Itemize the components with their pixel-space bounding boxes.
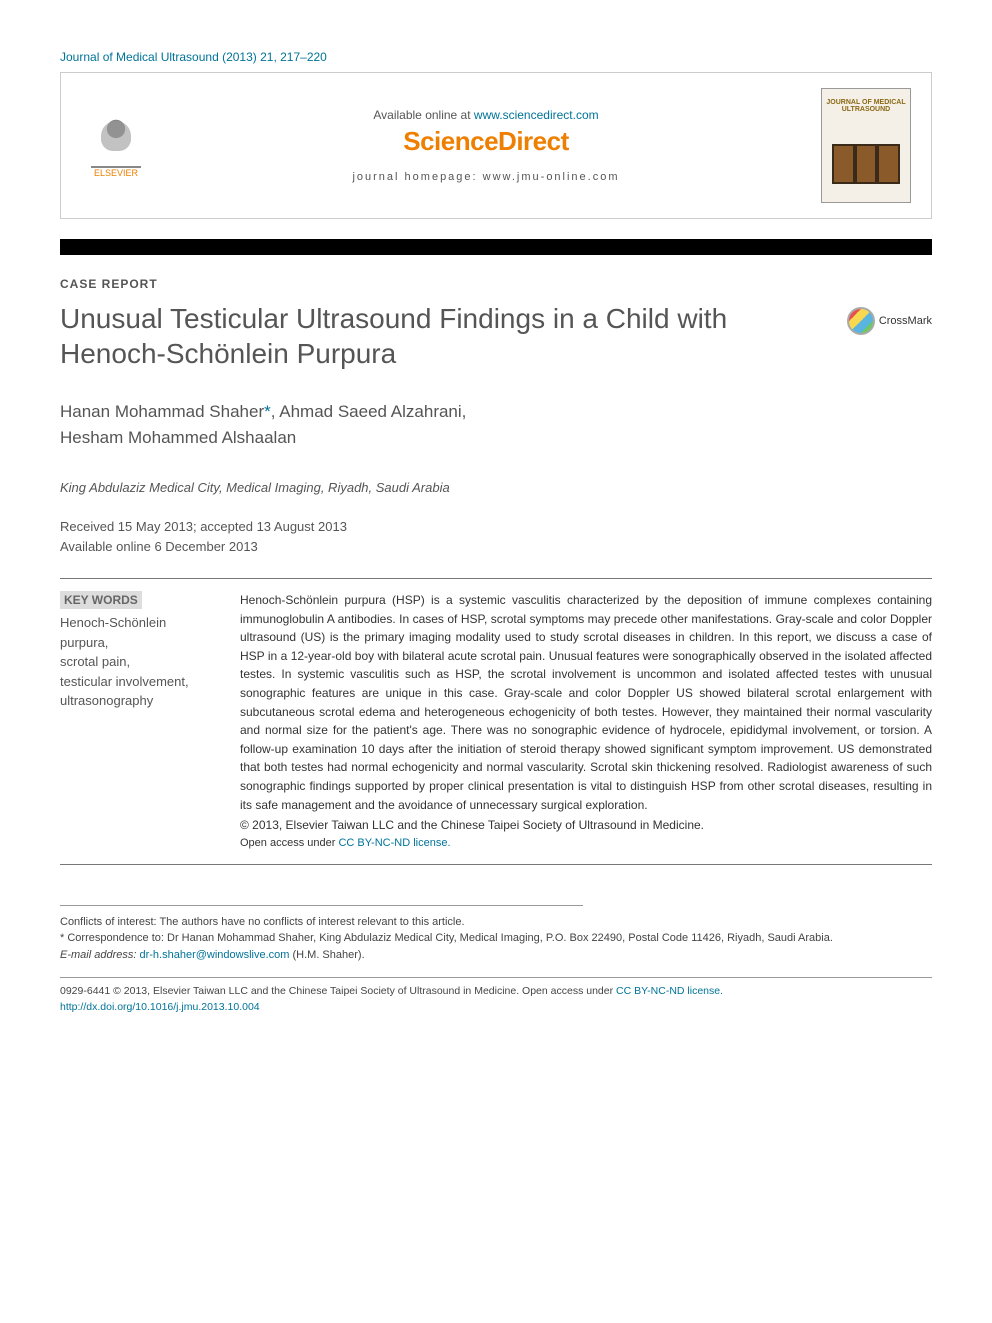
doi-link[interactable]: http://dx.doi.org/10.1016/j.jmu.2013.10.… (60, 1001, 260, 1013)
issn-license-prefix: Open access under (522, 985, 616, 997)
received-accepted: Received 15 May 2013; accepted 13 August… (60, 519, 347, 534)
sciencedirect-link[interactable]: www.sciencedirect.com (474, 108, 599, 122)
abstract-column: Henoch-Schönlein purpura (HSP) is a syst… (240, 591, 932, 852)
available-online-date: Available online 6 December 2013 (60, 539, 258, 554)
author-3: Hesham Mohammed Alshaalan (60, 428, 296, 447)
keywords-label: KEY WORDS (60, 591, 142, 609)
header-center: Available online at www.sciencedirect.co… (171, 108, 801, 183)
journal-reference: Journal of Medical Ultrasound (2013) 21,… (60, 50, 932, 64)
article-dates: Received 15 May 2013; accepted 13 August… (60, 517, 932, 556)
keywords-column: KEY WORDS Henoch-Schönlein purpura, scro… (60, 591, 210, 852)
authors: Hanan Mohammad Shaher*, Ahmad Saeed Alza… (60, 399, 932, 450)
author-1: Hanan Mohammad Shaher (60, 402, 264, 421)
elsevier-label: ELSEVIER (94, 168, 138, 178)
email-label: E-mail address: (60, 949, 139, 961)
keywords-list: Henoch-Schönlein purpura, scrotal pain, … (60, 613, 210, 711)
corr-text: Correspondence to: Dr Hanan Mohammad Sha… (67, 932, 833, 944)
email-line: E-mail address: dr-h.shaher@windowslive.… (60, 947, 932, 964)
crossmark-icon (847, 307, 875, 335)
license-prefix: Open access under (240, 837, 338, 849)
journal-cover-thumbnail: JOURNAL OF MEDICAL ULTRASOUND (821, 88, 911, 203)
footnotes: Conflicts of interest: The authors have … (60, 914, 932, 964)
author-2: , Ahmad Saeed Alzahrani, (271, 402, 467, 421)
conflicts-of-interest: Conflicts of interest: The authors have … (60, 914, 932, 931)
available-prefix: Available online at (373, 108, 474, 122)
email-suffix: (H.M. Shaher). (289, 949, 364, 961)
issn-license-link[interactable]: CC BY-NC-ND license. (616, 985, 723, 997)
abstract-block: KEY WORDS Henoch-Schönlein purpura, scro… (60, 578, 932, 865)
issn-separator (60, 977, 932, 978)
header-box: ELSEVIER Available online at www.science… (60, 72, 932, 219)
footnote-separator (60, 905, 583, 906)
affiliation: King Abdulaziz Medical City, Medical Ima… (60, 480, 932, 495)
crossmark-label: CrossMark (879, 315, 932, 327)
divider-bar (60, 239, 932, 255)
elsevier-logo: ELSEVIER (81, 113, 151, 178)
sciencedirect-logo: ScienceDirect (171, 126, 801, 157)
elsevier-tree-icon (91, 113, 141, 168)
issn-text: 0929-6441 © 2013, Elsevier Taiwan LLC an… (60, 985, 522, 997)
section-label: CASE REPORT (60, 277, 932, 291)
journal-homepage: journal homepage: www.jmu-online.com (171, 171, 801, 183)
email-link[interactable]: dr-h.shaher@windowslive.com (139, 949, 289, 961)
corresponding-mark: * (264, 402, 271, 421)
correspondence: * Correspondence to: Dr Hanan Mohammad S… (60, 930, 932, 947)
available-online-text: Available online at www.sciencedirect.co… (171, 108, 801, 122)
page: Journal of Medical Ultrasound (2013) 21,… (0, 0, 992, 1056)
article-title: Unusual Testicular Ultrasound Findings i… (60, 301, 827, 371)
title-row: Unusual Testicular Ultrasound Findings i… (60, 301, 932, 399)
copyright-line: © 2013, Elsevier Taiwan LLC and the Chin… (240, 816, 932, 835)
issn-block: 0929-6441 © 2013, Elsevier Taiwan LLC an… (60, 984, 932, 1016)
crossmark-badge[interactable]: CrossMark (847, 307, 932, 335)
license-line: Open access under CC BY-NC-ND license. (240, 835, 932, 852)
cover-image-icon (832, 144, 900, 184)
cover-title: JOURNAL OF MEDICAL ULTRASOUND (824, 99, 908, 113)
license-link[interactable]: CC BY-NC-ND license. (338, 837, 450, 849)
abstract-body: Henoch-Schönlein purpura (HSP) is a syst… (240, 593, 932, 812)
